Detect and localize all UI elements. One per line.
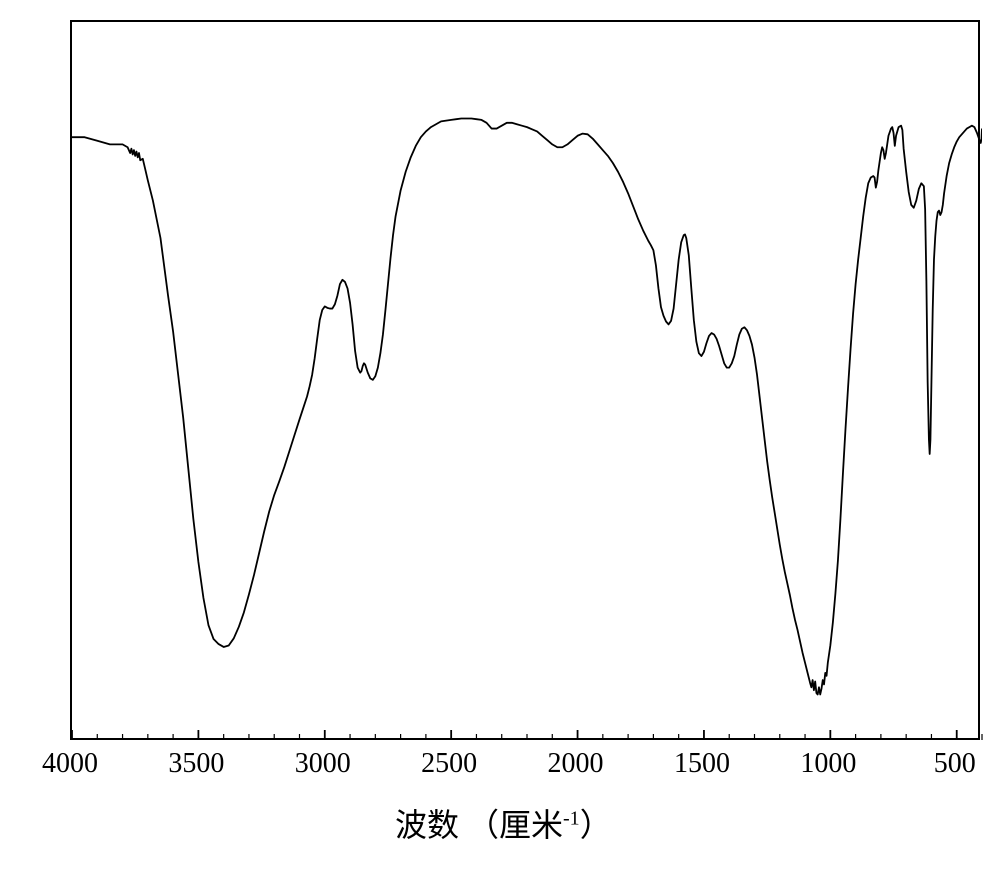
x-axis-label-text: 波数 （厘米-1） [395, 807, 612, 843]
x-tick-2000: 2000 [548, 748, 604, 780]
x-tick-500: 500 [934, 748, 976, 780]
spectrum-svg [72, 22, 982, 742]
x-axis-label: 波数 （厘米-1） [395, 800, 612, 846]
x-tick-1500: 1500 [674, 748, 730, 780]
ir-spectrum-chart: 4000 3500 3000 2500 2000 1500 1000 500 波数 （厘米-1… [15, 10, 985, 860]
x-tick-4000: 4000 [42, 748, 98, 780]
x-tick-3000: 3000 [295, 748, 351, 780]
x-tick-1000: 1000 [800, 748, 856, 780]
x-tick-2500: 2500 [421, 748, 477, 780]
plot-area [70, 20, 980, 740]
x-tick-3500: 3500 [168, 748, 224, 780]
spectrum-line [72, 118, 982, 694]
